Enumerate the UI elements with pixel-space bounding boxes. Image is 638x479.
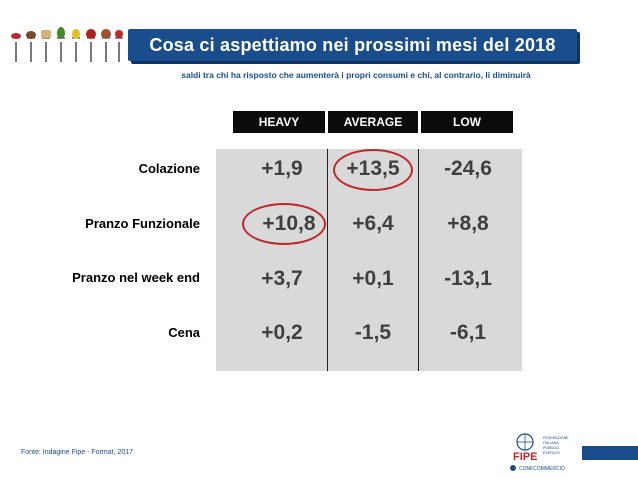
- column-header-heavy: HEAVY: [233, 111, 325, 133]
- cell-pranzo-funzionale-average: +6,4: [352, 212, 394, 235]
- forks-logo-icon: [11, 27, 123, 62]
- logo-brand: FIPE: [513, 451, 537, 463]
- row-label-pranzo-week-end: Pranzo nel week end: [72, 270, 200, 285]
- column-divider: [327, 149, 328, 371]
- row-label-colazione: Colazione: [138, 161, 200, 176]
- row-label-pranzo-funzionale: Pranzo Funzionale: [85, 216, 200, 231]
- logo-affiliation: CONFCOMMERCIO: [519, 466, 565, 472]
- cell-pranzo-week-end-heavy: +3,7: [261, 267, 303, 290]
- svg-text:PUBBLICI: PUBBLICI: [543, 446, 559, 450]
- page-subtitle: saldi tra chi ha risposto che aumenterà …: [181, 70, 531, 80]
- cell-cena-average: -1,5: [354, 321, 392, 344]
- column-header-average: AVERAGE: [328, 111, 418, 133]
- column-header-low: LOW: [421, 111, 513, 133]
- highlight-circle: [333, 149, 413, 191]
- source-note: Fonte: Indagine Fipe - Format, 2017: [21, 449, 134, 456]
- svg-text:ESERCIZI: ESERCIZI: [543, 451, 560, 455]
- column-divider: [418, 149, 419, 371]
- fipe-logo-icon: FIPE FEDERAZIONE ITALIANA PUBBLICI ESERC…: [510, 433, 569, 472]
- page-title: Cosa ci aspettiamo nei prossimi mesi del…: [149, 35, 556, 55]
- cell-pranzo-week-end-low: -13,1: [444, 267, 492, 290]
- row-label-cena: Cena: [168, 325, 200, 340]
- cell-cena-low: -6,1: [449, 321, 487, 344]
- highlight-circle: [242, 203, 326, 245]
- cell-colazione-low: -24,6: [444, 157, 492, 180]
- footer-bar: [582, 446, 638, 460]
- title-bar: Cosa ci aspettiamo nei prossimi mesi del…: [128, 29, 577, 61]
- svg-text:FEDERAZIONE: FEDERAZIONE: [543, 436, 569, 440]
- cell-colazione-heavy: +1,9: [261, 157, 303, 180]
- cell-cena-heavy: +0,2: [261, 321, 303, 344]
- cell-pranzo-funzionale-low: +8,8: [447, 212, 489, 235]
- cell-pranzo-week-end-average: +0,1: [352, 267, 394, 290]
- svg-text:ITALIANA: ITALIANA: [543, 441, 559, 445]
